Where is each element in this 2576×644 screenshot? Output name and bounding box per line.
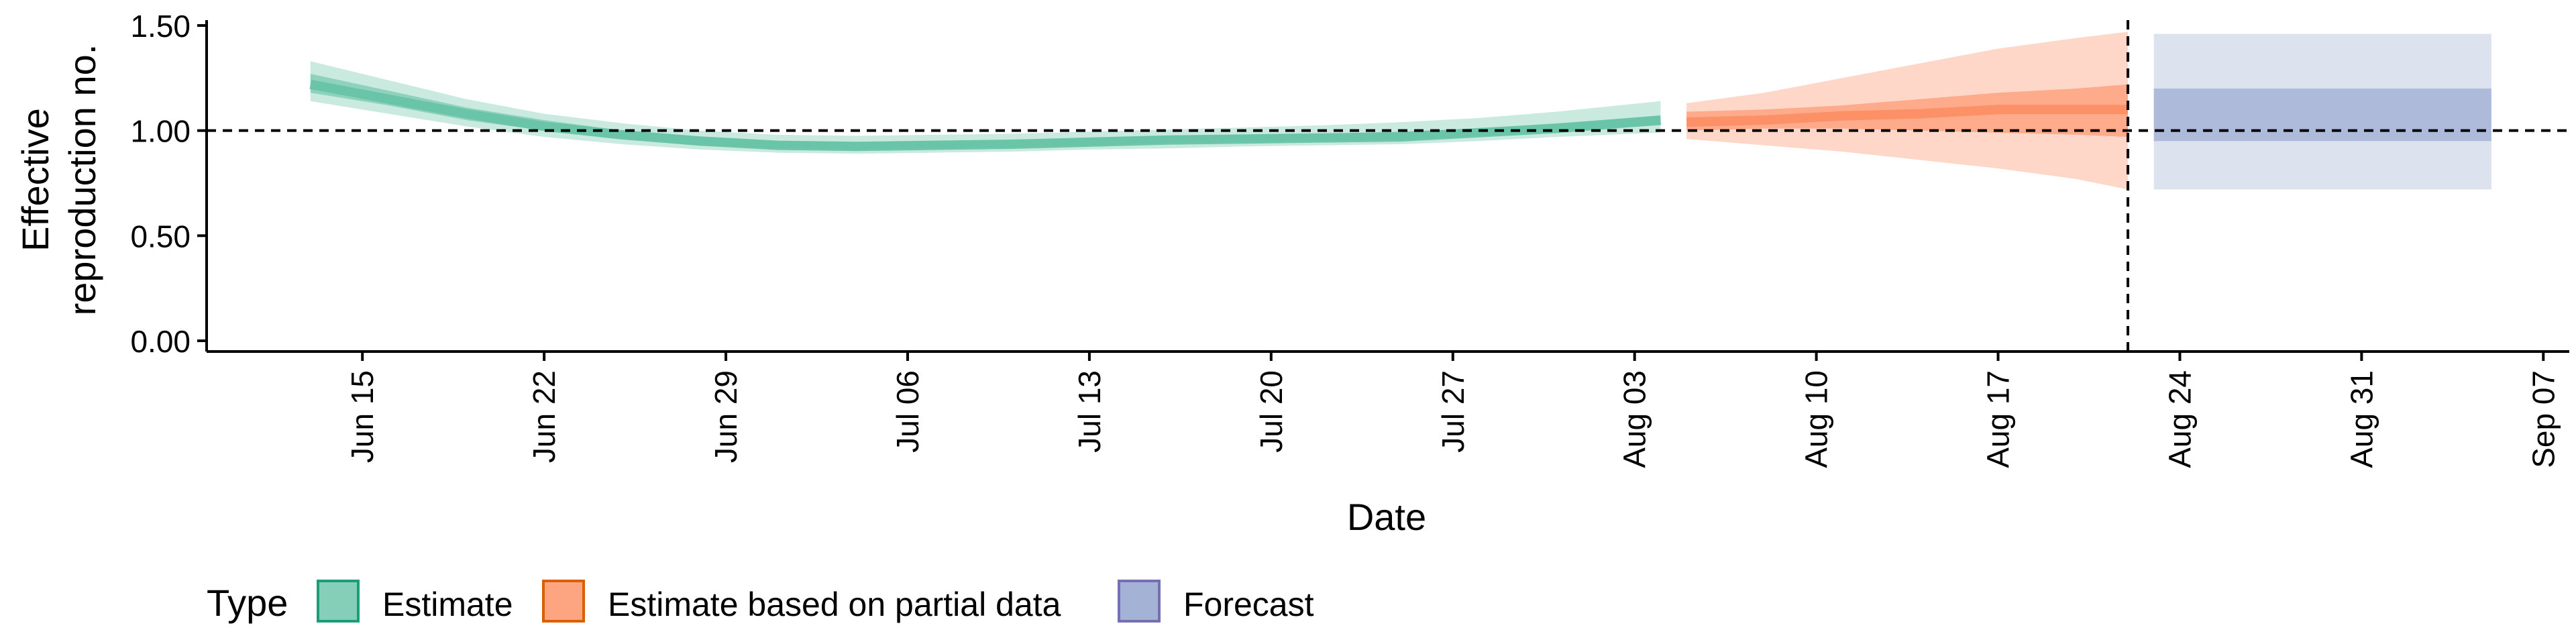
x-tick-label: Jun 15 bbox=[345, 370, 380, 463]
forecast-band-50 bbox=[2153, 89, 2491, 142]
x-tick-label: Jul 06 bbox=[890, 370, 925, 453]
x-tick-label: Aug 17 bbox=[1981, 370, 2016, 468]
x-tick-label: Aug 03 bbox=[1617, 370, 1652, 468]
y-axis-title: Effective reproduction no. bbox=[14, 44, 103, 316]
x-tick-label: Jul 27 bbox=[1436, 370, 1470, 453]
x-axis-title: Date bbox=[1347, 496, 1426, 538]
y-axis-title-line-1: Effective bbox=[14, 108, 56, 252]
x-tick-label: Jun 29 bbox=[708, 370, 743, 463]
y-tick-label: 0.00 bbox=[130, 324, 191, 359]
legend-key-swatch bbox=[317, 580, 360, 623]
legend-key-swatch bbox=[1118, 580, 1161, 623]
x-tick-label: Jul 20 bbox=[1254, 370, 1289, 453]
y-axis-title-line-2: reproduction no. bbox=[61, 44, 103, 316]
legend-key-swatch bbox=[542, 580, 585, 623]
x-tick-label: Aug 24 bbox=[2163, 370, 2198, 468]
estimate-band-90 bbox=[310, 61, 1661, 154]
legend: Type Estimate Estimate based on partial da… bbox=[207, 580, 1314, 624]
estimate-median-line bbox=[309, 79, 1661, 152]
x-tick-label: Aug 10 bbox=[1799, 370, 1834, 468]
legend-title: Type bbox=[207, 582, 288, 624]
x-tick-label: Sep 07 bbox=[2526, 370, 2561, 468]
legend-key-label: Estimate bbox=[382, 586, 513, 623]
legend-key-label: Forecast bbox=[1183, 586, 1314, 623]
reference-lines bbox=[207, 20, 2569, 352]
y-tick-label: 1.00 bbox=[130, 114, 191, 149]
x-tick-label: Jul 13 bbox=[1072, 370, 1107, 453]
x-tick-label: Aug 31 bbox=[2344, 370, 2379, 468]
x-tick-label: Jun 22 bbox=[527, 370, 561, 463]
partial-estimate-median-line bbox=[1686, 105, 2128, 127]
y-tick-label: 0.50 bbox=[130, 219, 191, 254]
y-tick-label: 1.50 bbox=[130, 9, 191, 44]
legend-key-label: Estimate based on partial data bbox=[608, 586, 1061, 623]
series-bands bbox=[309, 32, 2491, 190]
axes: 0.00 0.50 1.00 1.50 Jun 15 Jun 22 Jun 29 Jul 06… bbox=[130, 9, 2569, 468]
